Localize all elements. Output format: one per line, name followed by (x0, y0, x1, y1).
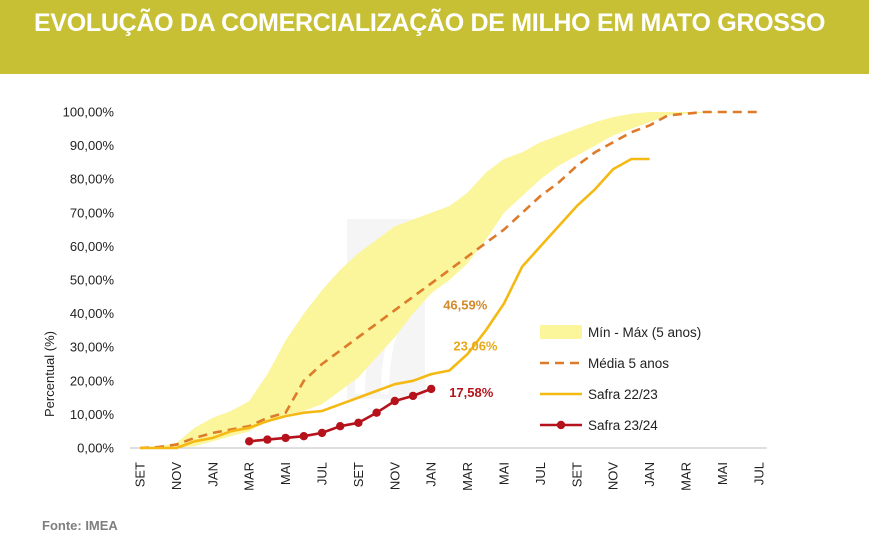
commercialization-chart: 0,00% 10,00% 20,00% 30,00% 40,00% 50,00% 60,00… (42, 105, 767, 491)
y-tick-label: 80,00% (70, 172, 115, 187)
y-tick-label: 60,00% (70, 239, 115, 254)
legend-item: Mín - Máx (5 anos) (540, 325, 701, 340)
x-tick-label: NOV (606, 462, 621, 491)
series-safra-23-24-point (372, 408, 381, 417)
y-axis-label: Percentual (%) (42, 331, 57, 417)
y-tick-label: 10,00% (70, 407, 115, 422)
series-safra-23-24-point (263, 435, 272, 444)
x-tick-label: SET (351, 462, 366, 487)
legend-swatch-min-max (540, 325, 582, 339)
y-tick-label: 90,00% (70, 138, 115, 153)
x-tick-label: JUL (533, 462, 548, 485)
chart-title: EVOLUÇÃO DA COMERCIALIZAÇÃO DE MILHO EM … (34, 9, 826, 37)
series-min-max-area (140, 112, 759, 448)
x-tick-label: JAN (205, 462, 220, 487)
x-tick-label: JUL (315, 462, 330, 485)
y-tick-label: 0,00% (77, 441, 114, 456)
legend-item: Safra 23/24 (540, 418, 658, 433)
x-tick-label: MAI (715, 462, 730, 485)
data-labels-layer: 46,59% 23,06% 17,58% (443, 298, 498, 400)
x-tick-label: MAR (460, 462, 475, 491)
x-tick-label: JUL (751, 462, 766, 485)
x-tick-label: MAI (497, 462, 512, 485)
x-tick-label: NOV (169, 462, 184, 491)
series-media-5-anos-line (139, 110, 759, 450)
legend-label: Safra 22/23 (588, 387, 658, 402)
y-tick-label: 20,00% (70, 373, 115, 388)
y-tick-label: 50,00% (70, 273, 115, 288)
x-tick-label: SET (133, 462, 148, 487)
x-tick-label: SET (569, 462, 584, 487)
title-bar: EVOLUÇÃO DA COMERCIALIZAÇÃO DE MILHO EM … (0, 0, 869, 74)
series-safra-23-24-point (354, 418, 363, 427)
legend-label: Safra 23/24 (588, 418, 658, 433)
series-safra-23-24-point (281, 433, 290, 443)
series-safra-23-24-point (427, 384, 436, 394)
series-layer (139, 110, 759, 450)
series-safra-23-24-point (408, 391, 418, 401)
series-safra-23-24-point (317, 428, 327, 438)
min-max-range-layer (140, 112, 759, 448)
legend-label: Mín - Máx (5 anos) (588, 325, 701, 340)
y-tick-label: 70,00% (70, 205, 115, 220)
series-safra-23-24-point (245, 437, 254, 446)
data-label: 23,06% (453, 339, 498, 354)
legend: Mín - Máx (5 anos) Média 5 anos Safra 22/2… (540, 325, 701, 433)
source-note: Fonte: IMEA (42, 518, 118, 533)
axes-layer: 0,00% 10,00% 20,00% 30,00% 40,00% 50,00% 60,00… (63, 105, 767, 491)
data-label: 46,59% (443, 298, 488, 313)
legend-label: Média 5 anos (588, 356, 669, 371)
series-safra-23-24-point (299, 432, 308, 441)
series-safra-22-23-line (140, 157, 650, 450)
data-label: 17,58% (449, 385, 494, 400)
series-safra-23-24-point (390, 396, 399, 406)
x-tick-label: NOV (387, 462, 402, 491)
legend-item: Safra 22/23 (540, 387, 658, 402)
y-tick-label: 100,00% (63, 105, 115, 120)
y-tick-label: 40,00% (70, 306, 115, 321)
legend-item: Média 5 anos (540, 356, 669, 371)
x-tick-label: MAR (242, 462, 257, 491)
x-tick-label: JAN (642, 462, 657, 487)
x-tick-label: MAR (679, 462, 694, 491)
x-tick-label: MAI (278, 462, 293, 485)
legend-swatch-marker (556, 420, 566, 430)
y-tick-label: 30,00% (70, 340, 115, 355)
x-tick-label: JAN (424, 462, 439, 487)
series-safra-23-24-point (336, 422, 345, 431)
